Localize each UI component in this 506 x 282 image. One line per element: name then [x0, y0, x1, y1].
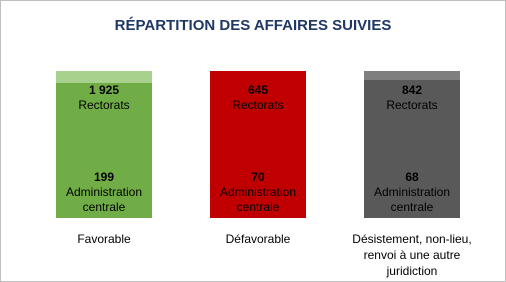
- series-label: Administration centrale: [373, 185, 451, 214]
- data-label: 1 925: [88, 83, 120, 97]
- bar: [210, 71, 306, 84]
- bar: [364, 71, 460, 81]
- series-label: Administration centrale: [65, 185, 143, 214]
- series-label: Administration centrale: [219, 185, 297, 214]
- data-label-group: 645 Rectorats: [202, 83, 314, 113]
- bar: [364, 80, 460, 218]
- data-label-group: 68 Administration centrale: [356, 170, 468, 215]
- chart-title: RÉPARTITION DES AFFAIRES SUIVIES: [114, 17, 392, 34]
- bar: [210, 83, 306, 218]
- x-tick-label: Favorable: [77, 232, 131, 246]
- data-label-group: 199 Administration centrale: [48, 170, 160, 215]
- series-label: Rectorats: [386, 98, 438, 112]
- x-tick-label: Désistement, non-lieu, renvoi à une autr…: [352, 232, 472, 278]
- data-label: 842: [401, 83, 423, 97]
- bar: [56, 82, 152, 218]
- x-tick-label: Défavorable: [225, 232, 291, 246]
- data-label: 70: [251, 170, 265, 184]
- bar: [56, 71, 152, 83]
- data-label: 645: [247, 83, 269, 97]
- data-label: 199: [93, 170, 115, 184]
- series-label: Rectorats: [78, 98, 130, 112]
- data-label-group: 842 Rectorats: [356, 83, 468, 113]
- series-label: Rectorats: [232, 98, 284, 112]
- data-label-group: 70 Administration centrale: [202, 170, 314, 215]
- data-label-group: 1 925 Rectorats: [48, 83, 160, 113]
- data-label: 68: [405, 170, 419, 184]
